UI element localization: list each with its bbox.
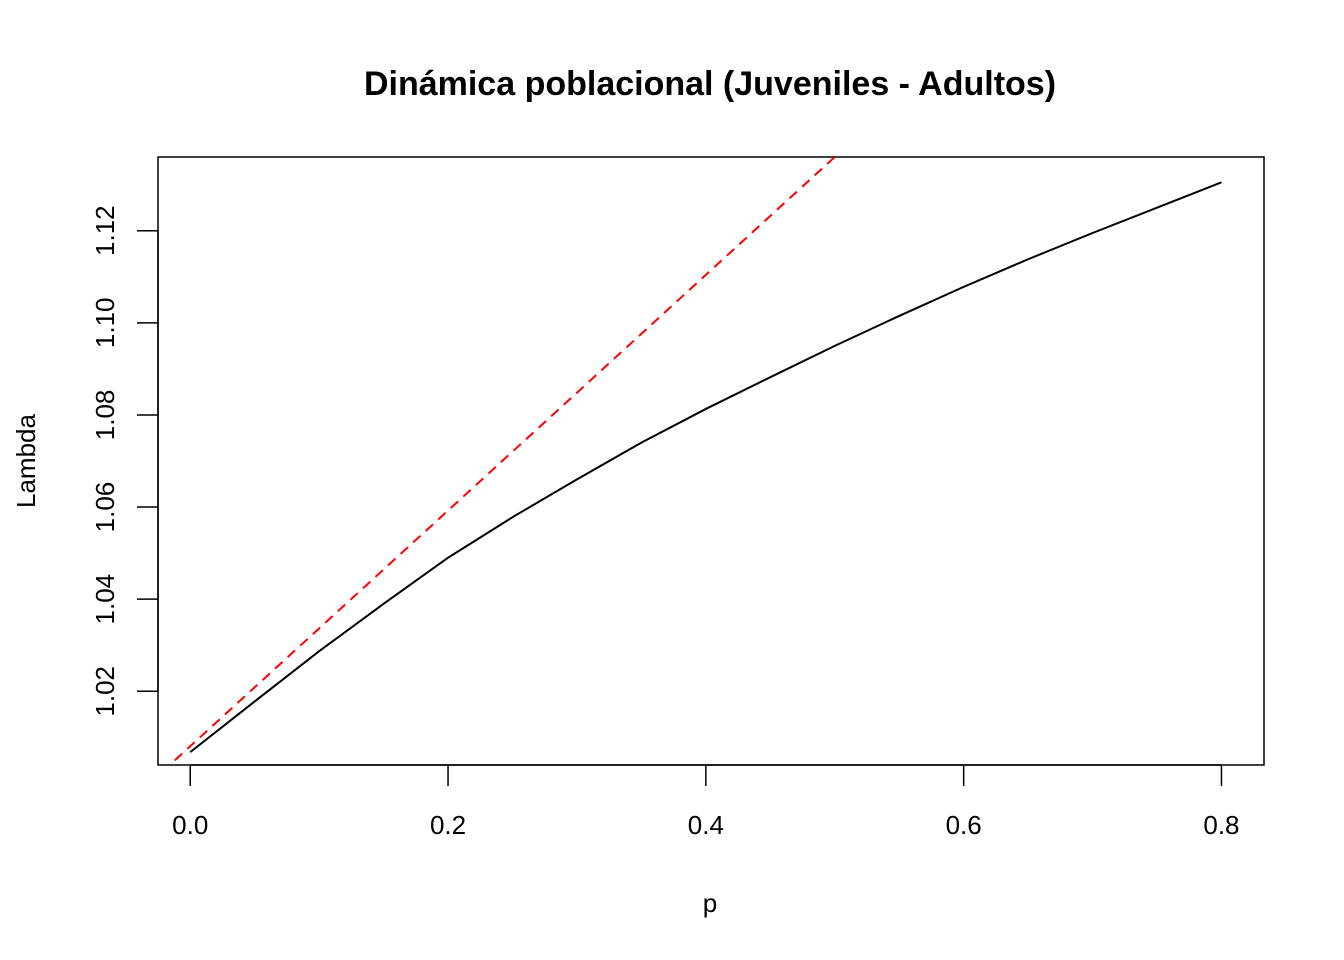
x-axis-label: p bbox=[703, 888, 717, 918]
x-axis: 0.0 0.2 0.4 0.6 0.8 bbox=[172, 764, 1240, 840]
y-tick-label: 1.12 bbox=[90, 205, 120, 256]
x-tick-label: 0.4 bbox=[688, 810, 724, 840]
lambda-curve bbox=[189, 181, 1222, 753]
series-layer bbox=[174, 157, 1222, 762]
y-axis-label: Lambda bbox=[11, 413, 41, 507]
plot-frame bbox=[157, 156, 1265, 766]
x-tick-label: 0.6 bbox=[946, 810, 982, 840]
x-tick-label: 0.0 bbox=[172, 810, 208, 840]
y-tick-label: 1.08 bbox=[90, 390, 120, 441]
x-tick-label: 0.2 bbox=[430, 810, 466, 840]
chart-title: Dinámica poblacional (Juveniles - Adulto… bbox=[364, 65, 1056, 103]
reference-dashed-line bbox=[174, 157, 836, 762]
x-tick-label: 0.8 bbox=[1203, 810, 1239, 840]
y-tick-label: 1.10 bbox=[90, 298, 120, 349]
y-axis: 1.02 1.04 1.06 1.08 1.10 1.12 bbox=[90, 205, 159, 717]
y-tick-label: 1.02 bbox=[90, 666, 120, 717]
y-tick-label: 1.06 bbox=[90, 482, 120, 533]
y-tick-label: 1.04 bbox=[90, 574, 120, 625]
